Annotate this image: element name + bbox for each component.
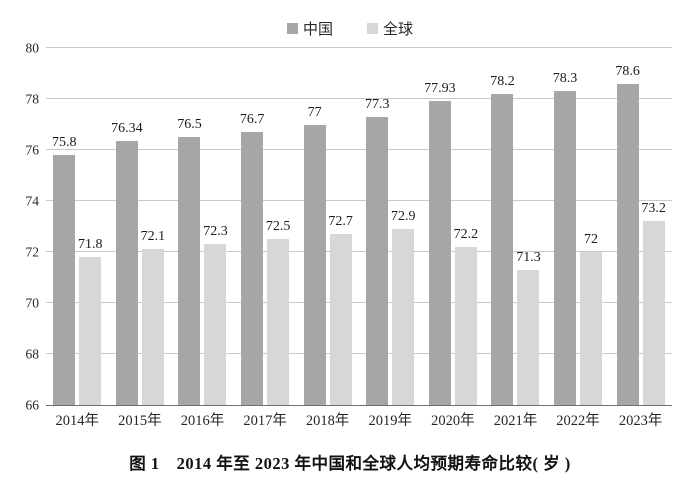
bar-group: 78.2 71.3	[484, 48, 547, 405]
bar-value-label: 72.5	[265, 219, 291, 235]
bar-value-label: 71.8	[78, 237, 103, 253]
bar-value-label: 76.5	[177, 117, 202, 133]
gridline	[46, 98, 672, 99]
bar-全球-2021年: 71.3	[516, 250, 541, 405]
bar-全球-2023年: 73.2	[641, 202, 666, 405]
bar-中国-2015年: 76.34	[111, 122, 143, 405]
bar-value-label: 78.3	[552, 71, 578, 87]
bar-中国-2018年: 77	[303, 105, 326, 405]
gridline	[46, 302, 672, 303]
legend-item: 中国	[286, 18, 333, 39]
y-tick-label: 68	[25, 346, 40, 362]
bar-全球-2014年: 71.8	[78, 238, 103, 405]
bar-value-label: 73.2	[641, 201, 666, 217]
bar-中国-2019年: 77.3	[365, 97, 390, 405]
gridline	[46, 149, 672, 150]
bar-value-label: 72.1	[140, 229, 166, 245]
bar-全球-2020年: 72.2	[454, 227, 478, 405]
bar-中国-2021年: 78.2	[490, 74, 515, 405]
legend-swatch-icon	[367, 23, 378, 34]
legend-item: 全球	[367, 18, 413, 39]
gridline	[46, 200, 672, 201]
bar-value-label: 72.7	[328, 214, 353, 230]
gridline	[46, 47, 672, 48]
bar-中国-2023年: 78.6	[615, 64, 640, 405]
bar-group: 76.34 72.1	[109, 48, 172, 405]
legend-swatch-icon	[286, 23, 298, 34]
x-tick-label: 2014年	[55, 413, 100, 429]
x-tick-label: 2020年	[431, 413, 475, 429]
x-tick-label: 2021年	[493, 413, 538, 429]
bar-全球-2018年: 72.7	[328, 215, 353, 405]
bar-中国-2022年: 78.3	[553, 72, 577, 405]
x-axis-labels: 2014年 2015年 2016年 2017年 2018年 2019年 2020年 2021年…	[46, 409, 672, 430]
bar-value-label: 72.3	[203, 224, 228, 240]
bar-group: 77.3 72.9	[359, 48, 422, 405]
y-tick-label: 66	[25, 397, 40, 413]
x-tick-label: 2019年	[368, 413, 413, 429]
bar-value-label: 77.3	[365, 96, 390, 112]
x-tick-label: 2015年	[118, 413, 162, 429]
x-tick-label: 2016年	[180, 413, 225, 429]
bar-group: 75.8 71.8	[46, 48, 109, 405]
bar-group: 78.6 73.2	[609, 48, 672, 405]
bar-group: 76.5 72.3	[171, 48, 234, 405]
bar-value-label: 72.2	[453, 226, 479, 242]
bar-全球-2019年: 72.9	[391, 210, 416, 405]
y-tick-label: 72	[25, 244, 40, 260]
legend-label: 全球	[383, 22, 414, 38]
bar-value-label: 76.34	[111, 121, 143, 137]
bar-group: 77 72.7	[296, 48, 359, 405]
bar-value-label: 71.3	[516, 249, 541, 265]
bar-groups: 75.8 71.8 76.34 72.1 76.5 72.3 76.7 72.5 77 72.7 7…	[46, 48, 672, 405]
gridline	[46, 353, 672, 354]
y-tick-label: 78	[25, 91, 40, 107]
bar-value-label: 75.8	[52, 135, 77, 151]
gridline	[46, 251, 672, 252]
x-tick-label: 2023年	[618, 413, 663, 429]
bar-group: 76.7 72.5	[234, 48, 297, 405]
bar-value-label: 76.7	[239, 112, 265, 128]
y-tick-label: 80	[25, 40, 40, 56]
x-tick-label: 2022年	[556, 413, 600, 429]
y-tick-label: 76	[25, 142, 40, 158]
plot-area: 66 68 70 72 74 76 78 80 75.8 71.8 76.34 72.1 76.5 72…	[26, 41, 672, 411]
chart-caption: 图 1 2014 年至 2023 年中国和全球人均预期寿命比较( 岁 )	[129, 454, 571, 473]
bar-中国-2016年: 76.5	[177, 118, 202, 405]
bar-value-label: 78.2	[490, 73, 515, 89]
bar-value-label: 78.6	[615, 63, 640, 79]
bar-全球-2022年: 72	[580, 233, 603, 405]
bar-中国-2020年: 77.93	[424, 81, 456, 405]
x-tick-label: 2018年	[305, 413, 350, 429]
bar-value-label: 77.93	[424, 80, 456, 96]
bar-全球-2015年: 72.1	[141, 230, 165, 405]
bar-group: 78.3 72	[547, 48, 610, 405]
bar-value-label: 77	[307, 104, 322, 120]
legend: 中国 全球	[0, 18, 700, 39]
y-tick-label: 74	[25, 193, 40, 209]
x-tick-label: 2017年	[243, 413, 287, 429]
bar-value-label: 72	[584, 232, 599, 247]
bar-value-label: 72.9	[391, 209, 416, 225]
bar-全球-2016年: 72.3	[203, 225, 228, 405]
bar-中国-2014年: 75.8	[52, 136, 77, 405]
legend-label: 中国	[302, 22, 333, 38]
bar-group: 77.93 72.2	[422, 48, 485, 405]
y-tick-label: 70	[25, 295, 40, 311]
bar-中国-2017年: 76.7	[240, 113, 264, 405]
bar-全球-2017年: 72.5	[266, 220, 290, 405]
